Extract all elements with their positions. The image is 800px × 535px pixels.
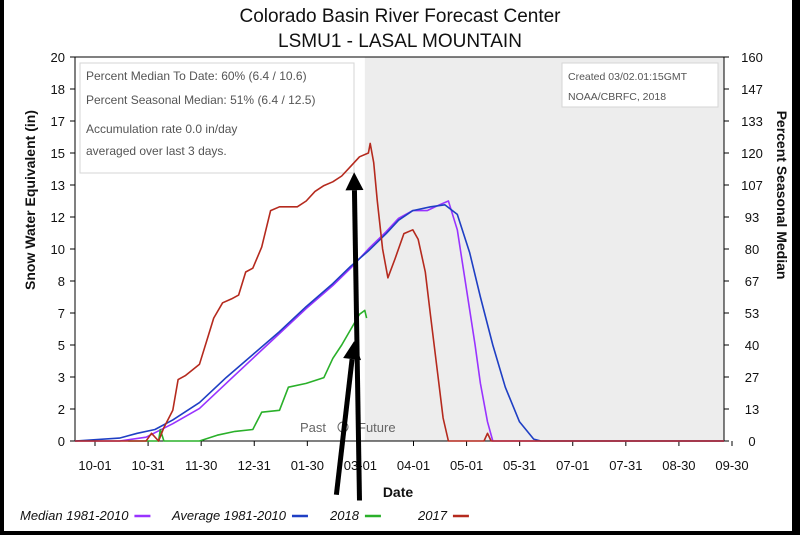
y-tick-label: 5 [58,338,65,353]
past-label: Past [300,420,326,435]
x-tick-label: 10-01 [78,458,111,473]
chart-subtitle: LSMU1 - LASAL MOUNTAIN [278,31,522,52]
y2-tick-label: 67 [745,274,759,289]
credit-label: NOAA/CBRFC, 2018 [568,91,666,103]
y-tick-label: 18 [51,82,65,97]
x-tick-label: 01-30 [291,458,324,473]
legend-label: 2017 [417,508,448,523]
info-line: Accumulation rate 0.0 in/day [86,122,237,136]
y-tick-label: 20 [51,50,65,65]
legend-label: 2018 [329,508,360,523]
y-tick-label: 15 [51,146,65,161]
y2-tick-label: 120 [741,146,763,161]
created-label: Created 03/02.01:15GMT [568,71,688,83]
x-tick-label: 05-31 [503,458,536,473]
y-tick-label: 8 [58,274,65,289]
y-tick-label: 7 [58,306,65,321]
y-tick-label: 0 [58,434,65,449]
y2-tick-label: 160 [741,50,763,65]
y2-tick-label: 0 [748,434,755,449]
legend-label: Average 1981-2010 [171,508,287,523]
y-tick-label: 2 [58,402,65,417]
x-tick-label: 09-30 [715,458,748,473]
annotation-arrowhead [343,341,362,361]
future-label: Future [358,420,396,435]
info-line: Percent Seasonal Median: 51% (6.4 / 12.5… [86,93,315,107]
y-tick-label: 12 [51,210,65,225]
future-shading [364,57,724,441]
annotation-arrow [351,190,362,501]
y2-tick-label: 40 [745,338,759,353]
y2-tick-label: 147 [741,82,763,97]
x-tick-label: 05-01 [450,458,483,473]
y2-tick-label: 53 [745,306,759,321]
x-tick-label: 10-31 [131,458,164,473]
y-tick-label: 13 [51,178,65,193]
series-line [75,142,724,442]
x-tick-label: 12-31 [238,458,271,473]
x-tick-label: 08-30 [662,458,695,473]
y2-axis-title: Percent Seasonal Median [774,111,790,280]
y-axis-title: Snow Water Equivalent (in) [22,110,38,290]
y-tick-label: 10 [51,242,65,257]
credit-box [561,62,719,108]
y-tick-label: 3 [58,370,65,385]
annotation-arrowhead [345,172,364,191]
y2-tick-label: 93 [745,210,759,225]
y2-tick-label: 27 [745,370,759,385]
x-tick-label: 07-31 [609,458,642,473]
x-tick-label: 07-01 [556,458,589,473]
chart-title: Colorado Basin River Forecast Center [239,6,561,27]
x-tick-label: 04-01 [397,458,430,473]
series-line [75,200,724,442]
x-axis-title: Date [383,484,414,500]
series-line [128,309,368,442]
info-box [79,62,355,174]
series-line [74,204,724,442]
y-tick-label: 17 [51,114,65,129]
x-tick-label: 11-30 [185,458,217,473]
y2-tick-label: 13 [745,402,759,417]
y2-tick-label: 107 [741,178,763,193]
info-line: averaged over last 3 days. [86,144,227,158]
info-line: Percent Median To Date: 60% (6.4 / 10.6) [86,69,307,83]
annotation-arrow [333,358,355,496]
y2-tick-label: 80 [745,242,759,257]
y2-tick-label: 133 [741,114,763,129]
legend-label: Median 1981-2010 [20,508,129,523]
